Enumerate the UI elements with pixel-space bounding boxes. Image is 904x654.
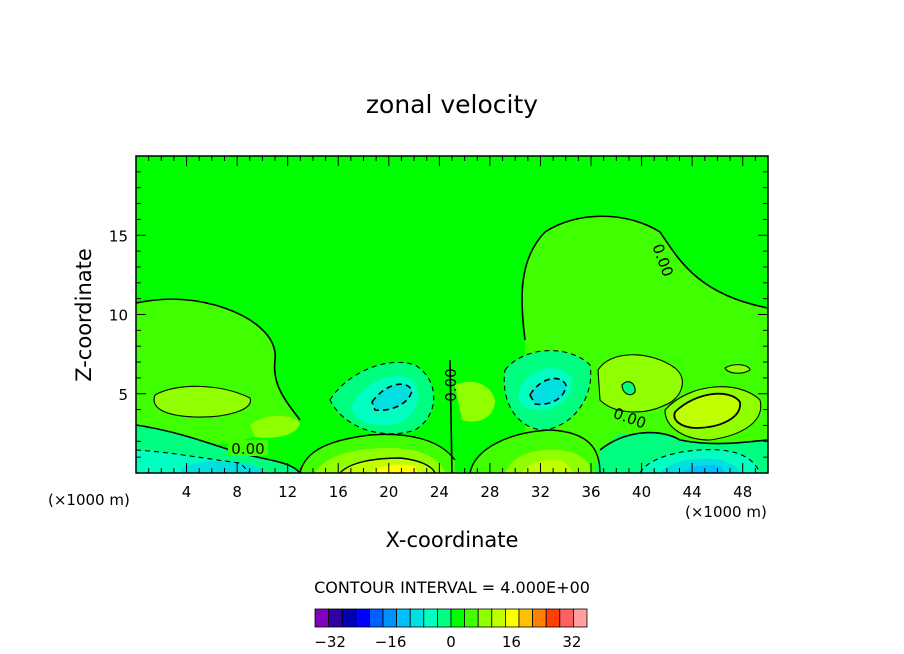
contour-line-zero — [449, 359, 453, 473]
colorbar-swatch — [464, 608, 479, 628]
contour-line-negative — [136, 449, 251, 473]
contour-region — [522, 459, 572, 473]
contour-line-positive — [339, 457, 436, 473]
colorbar-tick-label: 16 — [502, 633, 521, 651]
contour-line — [469, 429, 601, 473]
contour-region — [455, 381, 495, 422]
contour-line-negative — [371, 383, 413, 412]
contour-line-positive — [597, 354, 683, 413]
colorbar-tick-label: 0 — [446, 633, 456, 651]
y-tick-label: 15 — [109, 227, 128, 245]
x-tick-label: 48 — [733, 483, 752, 501]
colorbar-swatch — [504, 608, 520, 628]
x-axis: 4 8 12 16 20 24 28 32 36 40 44 48 — [148, 156, 756, 501]
x-axis-label: X-coordinate — [386, 528, 519, 552]
y-axis: 5 10 15 — [109, 171, 768, 458]
x-tick-label: 28 — [480, 483, 499, 501]
x-tick-label: 24 — [430, 483, 449, 501]
colorbar-swatch — [396, 608, 411, 628]
colorbar-swatch — [341, 608, 357, 628]
x-tick-label: 20 — [379, 483, 398, 501]
contour-line-zero — [521, 215, 768, 341]
x-unit-left: (×1000 m) — [48, 491, 130, 509]
contour-label: 0.00 — [231, 440, 264, 458]
contour-label-bg — [228, 440, 268, 456]
y-tick-label: 5 — [118, 386, 128, 404]
contour-region — [154, 386, 251, 418]
contour-line-negative — [621, 381, 636, 396]
colorbar-swatch — [409, 608, 425, 628]
colorbar-swatch — [436, 608, 452, 628]
x-tick-label: 4 — [182, 483, 192, 501]
colorbar-swatch — [368, 608, 384, 628]
colorbar-swatch — [423, 608, 438, 628]
x-tick-label: 16 — [329, 483, 348, 501]
contour-line-positive — [673, 392, 741, 429]
x-tick-label: 12 — [278, 483, 297, 501]
colorbar-swatch — [559, 608, 574, 628]
colorbar-tick-label: −16 — [375, 633, 407, 651]
colorbar-tick-label: 32 — [562, 633, 581, 651]
x-tick-label: 32 — [531, 483, 550, 501]
colorbar-tick-label: −32 — [314, 633, 346, 651]
colorbar-swatch — [328, 608, 343, 628]
colorbar-swatch — [532, 608, 547, 628]
colorbar-swatch — [518, 608, 534, 628]
contour-region — [598, 354, 683, 412]
contour-region — [370, 464, 418, 473]
contour-region — [250, 415, 300, 438]
contour-line-zero — [136, 298, 301, 421]
y-tick-label: 10 — [109, 307, 128, 325]
colorbar-swatch — [491, 608, 506, 628]
x-tick-label: 40 — [632, 483, 651, 501]
contour-region — [180, 460, 265, 473]
contour-line-negative — [503, 350, 592, 431]
x-tick-label: 36 — [581, 483, 600, 501]
contour-line-negative — [639, 449, 761, 473]
contour-region — [136, 299, 300, 455]
contour-region — [612, 433, 633, 452]
colorbar-swatch — [382, 608, 398, 628]
contour-label: 0.00 — [442, 368, 460, 401]
contour-line — [299, 433, 456, 473]
contour-line-negative — [529, 377, 567, 406]
colorbar-swatch — [573, 608, 588, 628]
x-tick-label: 44 — [683, 483, 702, 501]
contour-line-positive — [664, 386, 762, 441]
chart-title: zonal velocity — [366, 90, 538, 119]
colorbar-swatch — [545, 608, 561, 628]
contour-field: 0.00 0.00 0.00 0.00 — [136, 156, 768, 473]
x-unit-right: (×1000 m) — [685, 503, 767, 521]
x-tick-label: 8 — [232, 483, 242, 501]
colorbar-swatch — [355, 608, 370, 628]
contour-line-negative — [329, 361, 435, 435]
colorbar-swatch — [477, 608, 493, 628]
contour-region — [674, 393, 741, 428]
contour-line-positive — [724, 364, 751, 374]
contour-interval-text: CONTOUR INTERVAL = 4.000E+00 — [314, 578, 590, 597]
y-axis-label: Z-coordinate — [72, 248, 96, 382]
colorbar-swatch — [314, 608, 330, 628]
contour-line-positive — [153, 385, 251, 418]
contour-line-zero — [599, 431, 768, 451]
colorbar-swatch — [450, 608, 466, 628]
contour-region — [680, 465, 725, 473]
colorbar: −32 −16 0 16 32 — [314, 608, 588, 651]
